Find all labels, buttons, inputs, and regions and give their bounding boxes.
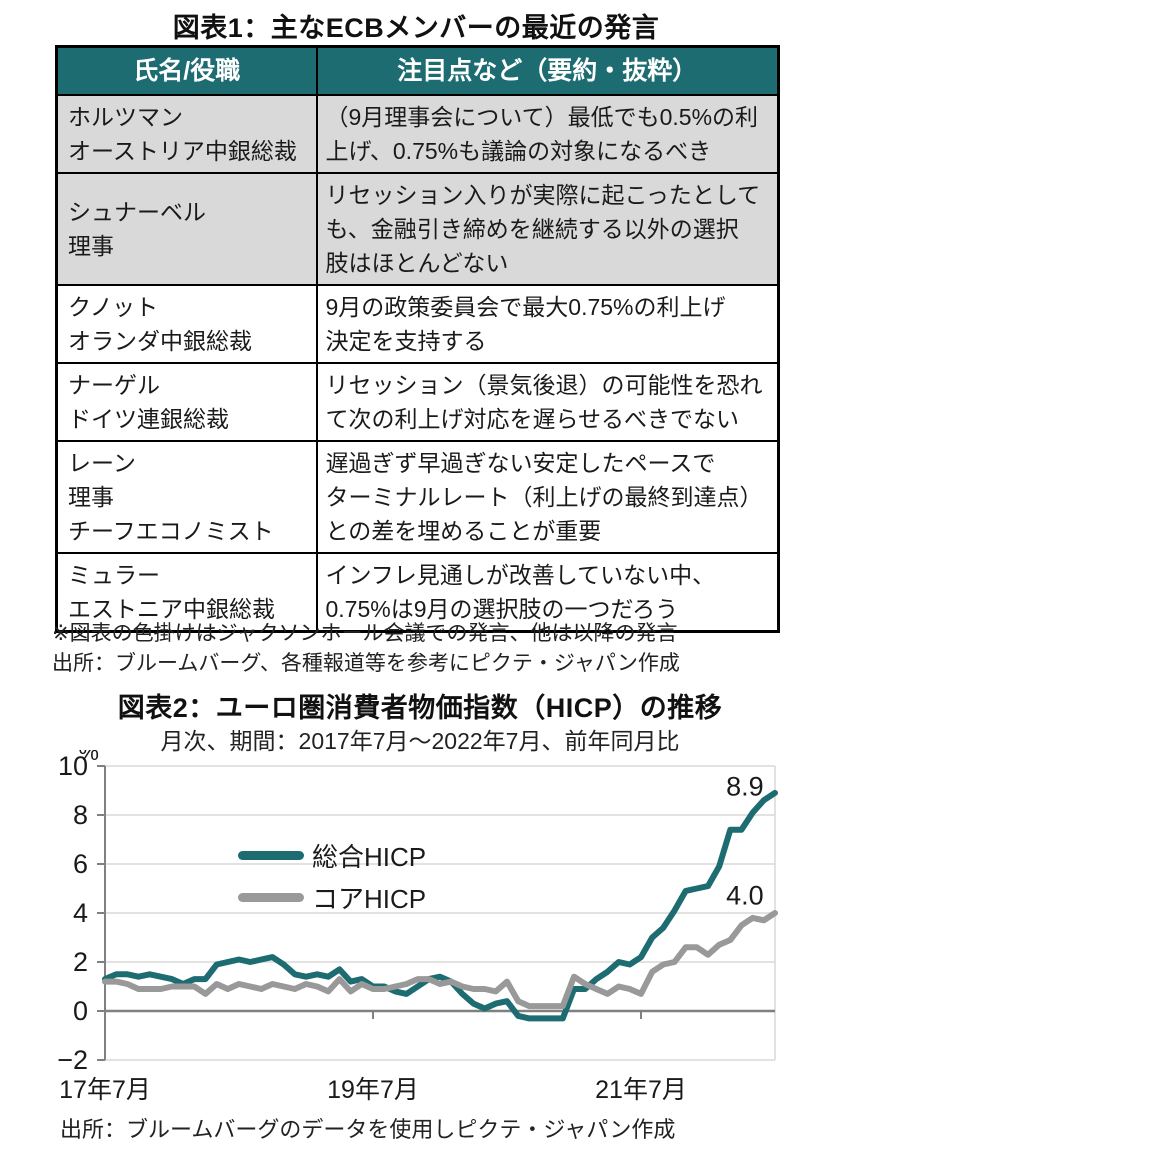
figure1-source: 出所：ブルームバーグ、各種報道等を参考にピクテ・ジャパン作成	[52, 652, 680, 675]
legend-item-headline-hicp: 総合HICP	[238, 834, 426, 876]
table-row-nagel: ナーゲル ドイツ連銀総裁 リセッション（景気後退）の可能性を恐れ て次の利上げ対…	[55, 361, 780, 442]
y-tick-label: 10	[58, 751, 88, 781]
chart-legend: 総合HICP コアHICP	[238, 834, 426, 918]
figure2-subtitle: 月次、期間：2017年7月～2022年7月、前年同月比	[160, 728, 680, 754]
legend-item-core-hicp: コアHICP	[238, 876, 426, 918]
member-name: ナーゲル ドイツ連銀総裁	[55, 361, 318, 442]
member-name: ミュラー エストニア中銀総裁	[55, 551, 318, 632]
y-tick-label: 8	[73, 800, 88, 830]
member-comment: （9月理事会について）最低でも0.5%の利 上げ、0.75%も議論の対象になるべ…	[315, 93, 780, 174]
member-comment: リセッション入りが実際に起こったとして も、金融引き締めを継続する以外の選択 肢…	[315, 171, 780, 286]
column-header-name: 氏名/役職	[55, 45, 318, 96]
data-label: 8.9	[726, 771, 764, 801]
y-tick-label: 0	[73, 996, 88, 1026]
hicp-chart-canvas: 10 8 6 4 2 0 −2% 17年7月 19年7月 21年7月 8.9 4.0	[57, 739, 778, 1104]
y-tick-label: 6	[73, 849, 88, 879]
legend-label-core-hicp: コアHICP	[312, 883, 427, 914]
member-comment: インフレ見通しが改善していない中、 0.75%は9月の選択肢の一つだろう	[315, 551, 780, 632]
headline-hicp-line-swatch	[238, 850, 304, 860]
x-tick-label: 19年7月	[327, 1076, 419, 1104]
y-tick-label: −2	[57, 1045, 88, 1075]
table-row-lane: レーン 理事 チーフエコノミスト 遅過ぎず早過ぎない安定したペースで ターミナル…	[55, 439, 780, 554]
headline-hicp-line	[102, 789, 778, 1022]
figure1-footnote: ※図表の色掛けはジャクソンホール会議での発言、他は以降の発言	[52, 622, 678, 645]
table-row-holzmann: ホルツマン オーストリア中銀総裁 （9月理事会について）最低でも0.5%の利 上…	[55, 93, 780, 174]
member-name: シュナーベル 理事	[55, 171, 318, 286]
member-name: クノット オランダ中銀総裁	[55, 283, 318, 364]
y-tick-label: 2	[73, 947, 88, 977]
column-header-comment: 注目点など（要約・抜粋）	[315, 45, 780, 96]
figure2-source: 出所：ブルームバーグのデータを使用しピクテ・ジャパン作成	[60, 1117, 676, 1142]
core-hicp-line-swatch	[238, 892, 304, 902]
x-tick-label: 21年7月	[595, 1076, 687, 1104]
table-header-row: 氏名/役職 注目点など（要約・抜粋）	[55, 45, 780, 96]
y-tick-label: 4	[73, 898, 88, 928]
table-row-muller: ミュラー エストニア中銀総裁 インフレ見通しが改善していない中、 0.75%は9…	[55, 551, 780, 632]
member-comment: 遅過ぎず早過ぎない安定したペースで ターミナルレート（利上げの最終到達点） との…	[315, 439, 780, 554]
x-tick-label: 17年7月	[59, 1076, 151, 1104]
ecb-members-table: 氏名/役職 注目点など（要約・抜粋） ホルツマン オーストリア中銀総裁 （9月理…	[55, 45, 780, 633]
figure2-title: 図表2：ユーロ圏消費者物価指数（HICP）の推移	[117, 693, 723, 723]
figure1-title: 図表1：主なECBメンバーの最近の発言	[172, 13, 660, 43]
y-axis-unit-label: %	[79, 750, 99, 765]
member-name: ホルツマン オーストリア中銀総裁	[55, 93, 318, 174]
core-hicp-line	[102, 910, 778, 1010]
data-label: 4.0	[726, 880, 764, 910]
table-row-schnabel: シュナーベル 理事 リセッション入りが実際に起こったとして も、金融引き締めを継…	[55, 171, 780, 286]
member-comment: リセッション（景気後退）の可能性を恐れ て次の利上げ対応を遅らせるべきでない	[315, 361, 780, 442]
hicp-chart: 10 8 6 4 2 0 −2% 17年7月 19年7月 21年7月 8.9 4.0 総合HICP コ…	[30, 739, 820, 1120]
table-row-knot: クノット オランダ中銀総裁 9月の政策委員会で最大0.75%の利上げ 決定を支持…	[55, 283, 780, 364]
member-comment: 9月の政策委員会で最大0.75%の利上げ 決定を支持する	[315, 283, 780, 364]
member-name: レーン 理事 チーフエコノミスト	[55, 439, 318, 554]
legend-label-headline-hicp: 総合HICP	[312, 841, 427, 872]
